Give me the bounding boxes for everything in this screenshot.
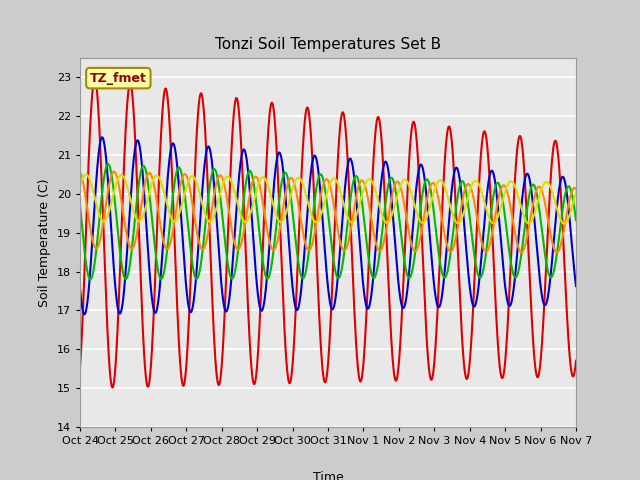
-2cm <box>102 283 109 288</box>
-16cm <box>305 247 312 253</box>
-16cm <box>558 238 566 243</box>
Line: -32cm: -32cm <box>80 174 576 224</box>
-2cm <box>76 365 84 371</box>
-2cm <box>91 76 99 82</box>
-4cm <box>318 204 326 210</box>
-16cm <box>572 186 580 192</box>
Title: Tonzi Soil Temperatures Set B: Tonzi Soil Temperatures Set B <box>215 37 441 52</box>
Text: TZ_fmet: TZ_fmet <box>90 72 147 84</box>
-4cm <box>102 153 109 158</box>
-16cm <box>317 190 325 195</box>
-32cm <box>467 185 475 191</box>
Line: -8cm: -8cm <box>80 164 576 279</box>
Y-axis label: Soil Temperature (C): Soil Temperature (C) <box>38 178 51 307</box>
-32cm <box>572 190 580 196</box>
-32cm <box>560 221 568 227</box>
Line: -4cm: -4cm <box>80 137 576 314</box>
-4cm <box>467 294 475 300</box>
-32cm <box>76 183 84 189</box>
-4cm <box>305 194 312 200</box>
-2cm <box>558 209 566 215</box>
-16cm <box>467 185 475 191</box>
-4cm <box>572 283 580 289</box>
-8cm <box>305 252 312 257</box>
-2cm <box>305 108 312 114</box>
-8cm <box>558 210 566 216</box>
-2cm <box>558 214 566 219</box>
-8cm <box>86 276 94 282</box>
Line: -16cm: -16cm <box>80 172 576 252</box>
-8cm <box>558 212 566 218</box>
-4cm <box>99 134 106 140</box>
-4cm <box>76 285 84 291</box>
-8cm <box>102 167 109 172</box>
-32cm <box>82 171 90 177</box>
Line: -2cm: -2cm <box>80 79 576 387</box>
-4cm <box>558 174 566 180</box>
-2cm <box>109 384 116 390</box>
-32cm <box>558 219 566 225</box>
-4cm <box>558 175 566 180</box>
-8cm <box>104 161 112 167</box>
-32cm <box>558 219 566 225</box>
-16cm <box>76 169 84 175</box>
-2cm <box>572 358 580 363</box>
X-axis label: Time: Time <box>312 471 344 480</box>
-16cm <box>558 236 566 242</box>
-2cm <box>318 356 326 361</box>
-8cm <box>318 172 326 178</box>
-8cm <box>76 203 84 209</box>
-16cm <box>102 205 109 211</box>
-8cm <box>467 226 475 231</box>
-4cm <box>81 312 88 317</box>
-8cm <box>572 217 580 223</box>
-16cm <box>110 169 118 175</box>
-16cm <box>553 250 561 255</box>
-2cm <box>467 342 475 348</box>
-32cm <box>317 211 325 216</box>
-32cm <box>102 217 109 223</box>
-32cm <box>305 201 312 207</box>
